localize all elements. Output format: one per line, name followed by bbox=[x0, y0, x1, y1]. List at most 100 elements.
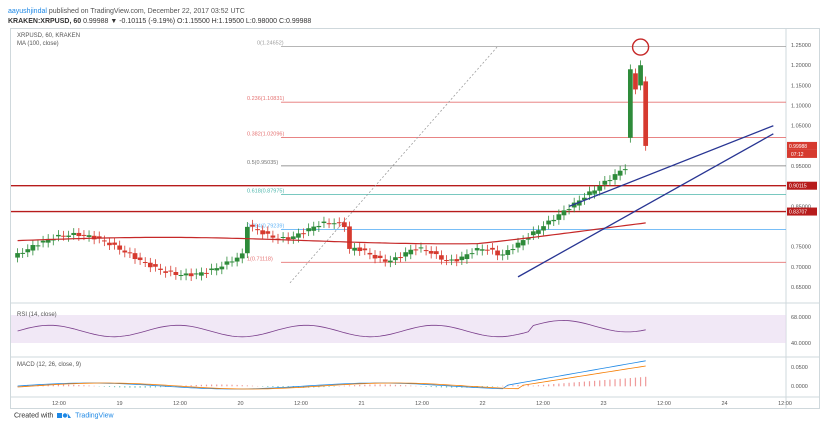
trading-view-brand[interactable]: TradingView bbox=[75, 412, 114, 420]
candle-body bbox=[433, 251, 439, 255]
candle-body bbox=[546, 220, 552, 225]
candle-body bbox=[515, 242, 521, 248]
macd-histogram-bar bbox=[149, 386, 151, 388]
candle-body bbox=[234, 257, 240, 262]
candle-body bbox=[520, 240, 526, 246]
macd-histogram-bar bbox=[262, 386, 264, 387]
macd-histogram-bar bbox=[159, 386, 162, 388]
macd-histogram-bar bbox=[537, 385, 540, 387]
candle-body bbox=[168, 270, 174, 272]
candle bbox=[331, 218, 337, 229]
macd-histogram-bar bbox=[507, 385, 509, 387]
candle bbox=[393, 252, 398, 265]
time-axis-label: 22 bbox=[479, 401, 485, 407]
candle bbox=[250, 219, 255, 232]
macd-histogram-bar bbox=[553, 384, 555, 387]
candle bbox=[178, 270, 184, 281]
macd-histogram-bar bbox=[532, 385, 534, 387]
candle bbox=[290, 231, 296, 244]
candle bbox=[71, 228, 77, 240]
macd-histogram-bar bbox=[139, 386, 141, 388]
candle bbox=[163, 266, 169, 278]
macd-histogram-bar bbox=[619, 378, 621, 387]
candle-body bbox=[127, 252, 133, 254]
candle-body bbox=[627, 69, 633, 138]
candle bbox=[382, 254, 388, 267]
candle-body bbox=[209, 268, 214, 271]
macd-line bbox=[17, 360, 646, 390]
candle bbox=[617, 165, 623, 181]
candle bbox=[433, 246, 439, 259]
chart-frame[interactable]: 0(1.24652) 0.236(1.10831) 0.382(1.02096) 0.… bbox=[10, 28, 820, 409]
candle bbox=[219, 261, 225, 275]
candle-body bbox=[643, 81, 649, 146]
fib-level-label: 0.618(0.87975) bbox=[247, 188, 284, 194]
candle-body bbox=[382, 259, 388, 262]
candle bbox=[571, 197, 577, 213]
author-link[interactable]: aayushjindal bbox=[8, 8, 47, 15]
candle bbox=[398, 252, 403, 263]
macd-histogram-bar bbox=[328, 386, 330, 387]
candle-body bbox=[510, 249, 516, 251]
candle-body bbox=[377, 255, 383, 258]
candle bbox=[464, 249, 470, 264]
candle-body bbox=[265, 231, 271, 234]
candle-body bbox=[311, 226, 317, 231]
macd-axis-label: 0.0000 bbox=[791, 384, 808, 390]
candle bbox=[510, 244, 516, 255]
candle bbox=[102, 235, 107, 247]
fib-level-label: 1(0.71118) bbox=[247, 256, 273, 262]
candle-body bbox=[91, 235, 97, 240]
countdown-tag: 07:12 bbox=[791, 152, 804, 158]
macd-histogram-bar bbox=[57, 384, 60, 387]
macd-histogram-bar bbox=[491, 386, 494, 387]
publish-line: aayushjindal published on TradingView.co… bbox=[8, 7, 245, 16]
candle bbox=[515, 237, 521, 253]
candle bbox=[117, 240, 123, 255]
candle bbox=[107, 237, 112, 251]
candle-body bbox=[71, 232, 77, 235]
time-axis-label: 12:00 bbox=[52, 401, 66, 407]
candle bbox=[413, 244, 419, 256]
candle-body bbox=[551, 219, 557, 222]
macd-histogram-bar bbox=[144, 386, 146, 388]
candle-body bbox=[372, 254, 378, 259]
candle bbox=[372, 250, 378, 264]
candle bbox=[459, 251, 465, 265]
candle-body bbox=[102, 240, 107, 242]
candle-body bbox=[301, 233, 306, 235]
price-axis-label: 0.85000 bbox=[791, 204, 811, 210]
macd-histogram-bar bbox=[445, 386, 448, 388]
time-axis-label: 12:00 bbox=[173, 401, 187, 407]
candle-body bbox=[398, 257, 403, 259]
candle-body bbox=[617, 170, 623, 176]
candle-body bbox=[290, 236, 296, 240]
candle-body bbox=[132, 253, 138, 260]
candle bbox=[556, 209, 562, 225]
macd-histogram-bar bbox=[236, 384, 238, 387]
macd-histogram-bar bbox=[359, 384, 361, 387]
candle-body bbox=[285, 237, 291, 240]
candle-body bbox=[30, 245, 36, 251]
macd-histogram-bar bbox=[27, 385, 29, 387]
macd-histogram-bar bbox=[548, 384, 550, 387]
chart-canvas[interactable]: 0(1.24652) 0.236(1.10831) 0.382(1.02096) 0.… bbox=[11, 29, 819, 408]
candle-body bbox=[306, 228, 311, 232]
price-tag-bg bbox=[787, 141, 817, 150]
candle-body bbox=[597, 185, 603, 191]
macd-histogram-bar bbox=[425, 386, 427, 387]
macd-histogram-bar bbox=[578, 382, 580, 387]
candle bbox=[490, 243, 495, 255]
candle bbox=[541, 221, 546, 236]
trend-line-upper bbox=[568, 125, 774, 207]
published-text: published on TradingView.com, December 2… bbox=[48, 8, 245, 15]
candle-body bbox=[367, 252, 373, 255]
price-tag-bg bbox=[787, 181, 817, 190]
time-axis-label: 12:00 bbox=[657, 401, 671, 407]
candle bbox=[479, 244, 485, 256]
macd-histogram-bar bbox=[52, 384, 54, 387]
macd-histogram-bar bbox=[384, 384, 386, 387]
time-axis-label: 23 bbox=[600, 401, 606, 407]
macd-legend: MACD (12, 26, close, 9) bbox=[17, 362, 82, 368]
candle bbox=[316, 221, 322, 232]
